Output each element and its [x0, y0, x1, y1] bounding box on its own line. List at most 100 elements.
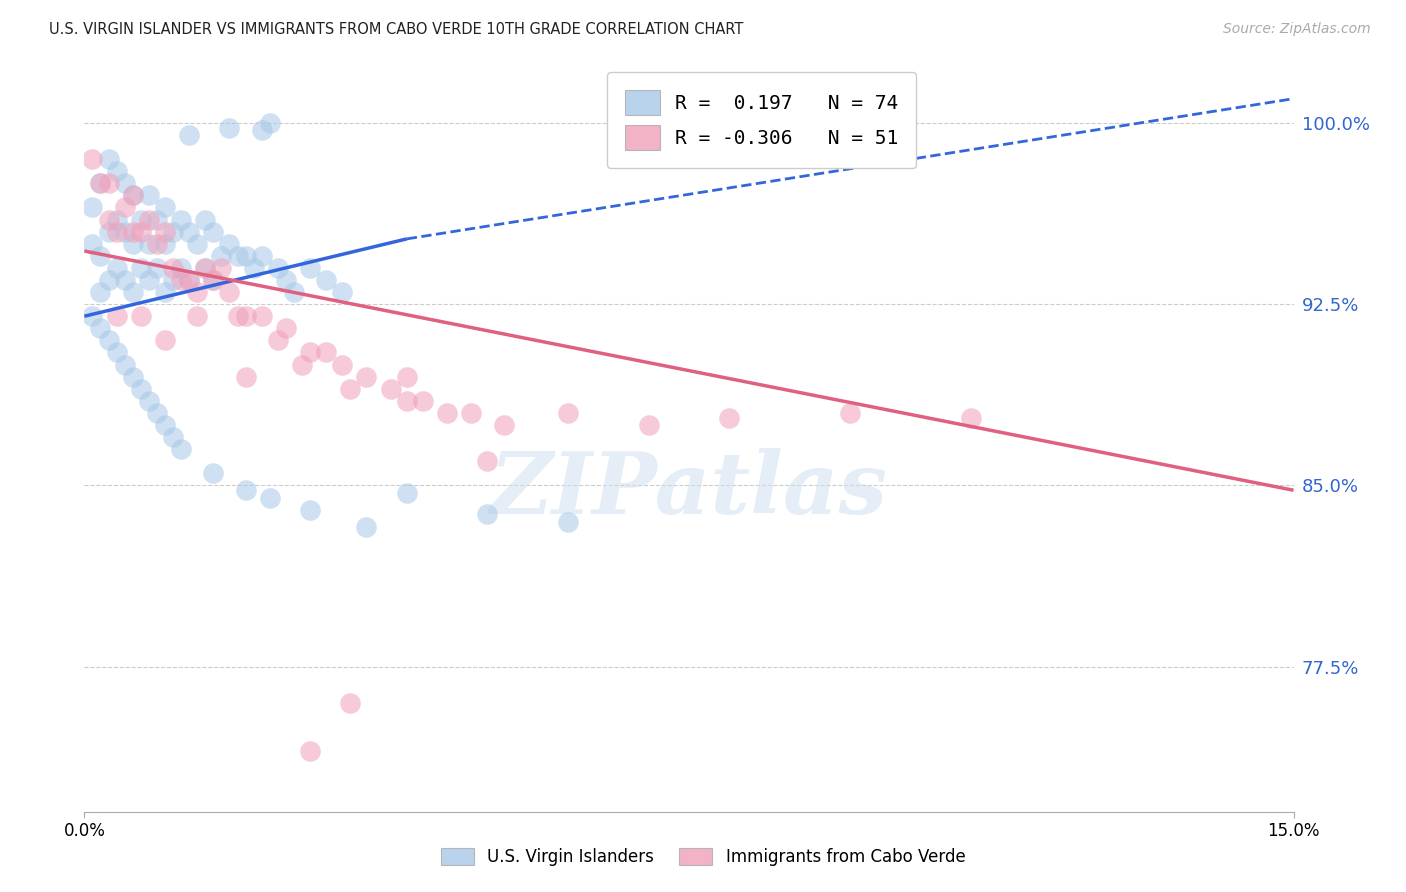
Point: [97, 176, 120, 190]
Point: [138, 236, 160, 251]
Point: [114, 273, 136, 287]
Point: [97, 225, 120, 239]
Point: [105, 345, 128, 359]
Point: [129, 212, 152, 227]
Point: [179, 273, 201, 287]
Point: [179, 128, 201, 142]
Point: [170, 260, 193, 275]
Point: [242, 260, 264, 275]
Point: [179, 225, 201, 239]
Point: [356, 519, 378, 533]
Point: [114, 358, 136, 372]
Point: [274, 321, 297, 335]
Point: [97, 334, 120, 348]
Point: [339, 382, 361, 396]
Point: [291, 358, 314, 372]
Point: [267, 334, 290, 348]
Point: [153, 236, 176, 251]
Text: U.S. VIRGIN ISLANDER VS IMMIGRANTS FROM CABO VERDE 10TH GRADE CORRELATION CHART: U.S. VIRGIN ISLANDER VS IMMIGRANTS FROM …: [49, 22, 744, 37]
Point: [395, 369, 418, 384]
Point: [82, 236, 104, 251]
Point: [105, 212, 128, 227]
Point: [82, 152, 104, 166]
Point: [209, 249, 232, 263]
Point: [170, 273, 193, 287]
Point: [146, 212, 169, 227]
Point: [138, 273, 160, 287]
Point: [218, 285, 240, 299]
Point: [82, 310, 104, 324]
Point: [299, 345, 322, 359]
Point: [492, 417, 515, 432]
Point: [138, 393, 160, 408]
Point: [121, 188, 143, 202]
Point: [202, 273, 225, 287]
Point: [315, 345, 337, 359]
Point: [259, 116, 281, 130]
Point: [105, 310, 128, 324]
Point: [356, 369, 378, 384]
Point: [146, 236, 169, 251]
Point: [105, 260, 128, 275]
Point: [186, 236, 208, 251]
Point: [129, 260, 152, 275]
Legend: U.S. Virgin Islanders, Immigrants from Cabo Verde: U.S. Virgin Islanders, Immigrants from C…: [432, 840, 974, 875]
Point: [477, 454, 499, 468]
Point: [315, 273, 337, 287]
Point: [170, 212, 193, 227]
Point: [235, 369, 257, 384]
Point: [153, 201, 176, 215]
Point: [460, 406, 482, 420]
Point: [82, 201, 104, 215]
Point: [226, 249, 249, 263]
Point: [299, 502, 322, 516]
Point: [162, 430, 184, 444]
Point: [121, 285, 143, 299]
Point: [170, 442, 193, 457]
Point: [274, 273, 297, 287]
Point: [105, 225, 128, 239]
Point: [960, 410, 983, 425]
Point: [194, 260, 217, 275]
Point: [250, 249, 273, 263]
Point: [89, 285, 111, 299]
Point: [114, 225, 136, 239]
Point: [162, 260, 184, 275]
Point: [105, 164, 128, 178]
Point: [557, 515, 579, 529]
Point: [718, 410, 741, 425]
Point: [412, 393, 434, 408]
Point: [226, 310, 249, 324]
Point: [89, 249, 111, 263]
Point: [339, 696, 361, 710]
Point: [186, 310, 208, 324]
Point: [194, 212, 217, 227]
Point: [299, 744, 322, 758]
Point: [179, 273, 201, 287]
Point: [380, 382, 402, 396]
Point: [138, 212, 160, 227]
Point: [129, 382, 152, 396]
Point: [121, 188, 143, 202]
Point: [97, 273, 120, 287]
Point: [129, 310, 152, 324]
Point: [97, 212, 120, 227]
Point: [138, 188, 160, 202]
Point: [194, 260, 217, 275]
Text: Source: ZipAtlas.com: Source: ZipAtlas.com: [1223, 22, 1371, 37]
Point: [283, 285, 305, 299]
Point: [330, 285, 353, 299]
Text: ZIPatlas: ZIPatlas: [489, 448, 889, 532]
Point: [299, 260, 322, 275]
Point: [557, 406, 579, 420]
Point: [121, 225, 143, 239]
Legend: R =  0.197   N = 74, R = -0.306   N = 51: R = 0.197 N = 74, R = -0.306 N = 51: [607, 72, 915, 168]
Point: [153, 417, 176, 432]
Point: [250, 310, 273, 324]
Point: [121, 236, 143, 251]
Point: [235, 249, 257, 263]
Point: [186, 285, 208, 299]
Point: [209, 260, 232, 275]
Point: [146, 406, 169, 420]
Point: [839, 406, 862, 420]
